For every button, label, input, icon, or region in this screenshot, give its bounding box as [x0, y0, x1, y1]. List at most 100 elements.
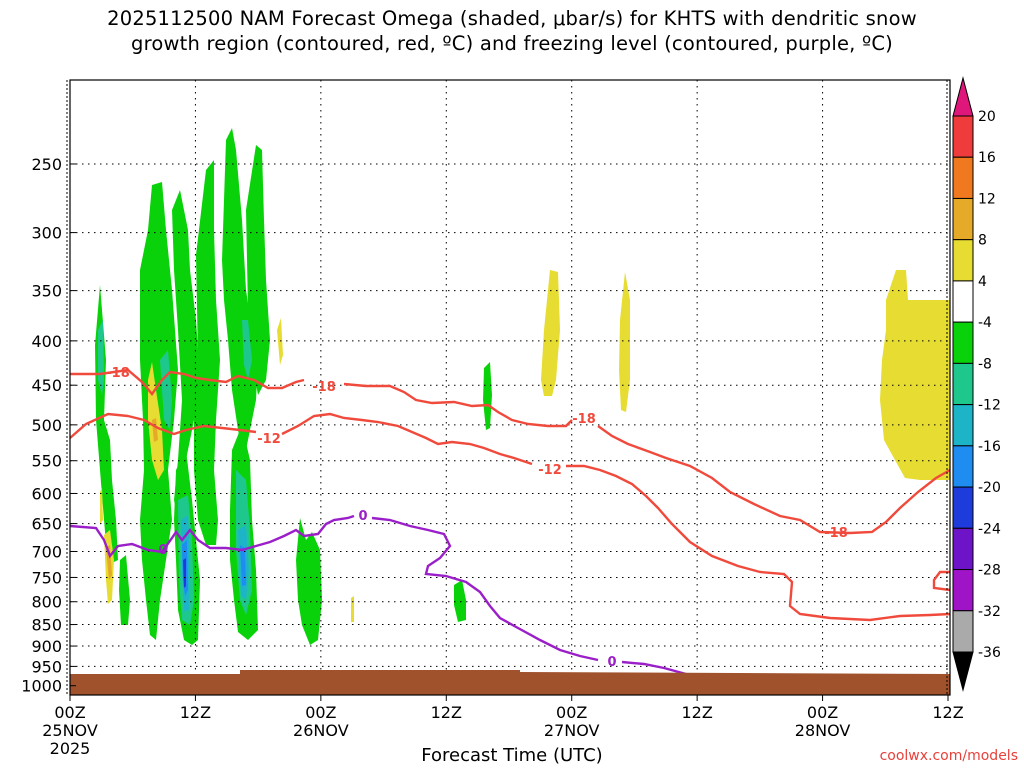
omega-area-green	[296, 518, 322, 645]
y-tick-label: 500	[31, 416, 62, 435]
colorbar-label: 20	[978, 109, 996, 125]
x-tick-date: 25NOV	[42, 721, 98, 740]
credit-link[interactable]: coolwx.com/models	[879, 748, 1018, 764]
contour-label: -18	[572, 412, 596, 427]
contour-labels: -18 -18 -18 -18 -12 -12 0 0 0	[106, 366, 848, 670]
x-tick-label: 12Z	[681, 703, 712, 722]
colorbar-label: -12	[978, 398, 1001, 414]
y-tick-label: 250	[31, 155, 62, 174]
colorbar-swatch	[952, 569, 974, 612]
x-tick-label: 12Z	[180, 703, 211, 722]
y-tick-label: 550	[31, 452, 62, 471]
omega-area-yellow	[541, 270, 560, 396]
colorbar-label: -8	[978, 356, 992, 372]
x-axis-title: Forecast Time (UTC)	[421, 745, 603, 766]
x-tick-label: 00Z	[305, 703, 336, 722]
x-tick-label: 00Z	[54, 703, 85, 722]
colorbar-label: -28	[978, 563, 1001, 579]
x-tick-date: 27NOV	[544, 721, 600, 740]
contour-label: -18	[106, 366, 130, 381]
omega-area-yellow	[880, 270, 950, 480]
chart-title-line-2: growth region (contoured, red, ºC) and f…	[131, 32, 893, 55]
y-tick-label: 850	[31, 616, 62, 635]
colorbar-swatch	[952, 115, 974, 158]
omega-area-blue	[240, 545, 246, 586]
colorbar-swatch	[952, 321, 974, 364]
y-axis: 250 300 350 400 450 500 550 600 650 700 750 800 850 9…	[21, 155, 76, 696]
x-tick-label: 00Z	[807, 703, 838, 722]
chart-title: 2025112500 NAM Forecast Omega (shaded, μ…	[0, 6, 1024, 56]
colorbar-swatch	[952, 610, 974, 653]
plot-frame	[69, 79, 951, 696]
colorbar-label: 8	[978, 233, 987, 249]
colorbar-swatch	[952, 156, 974, 199]
contour-label: 0	[358, 509, 367, 524]
colorbar-label: 12	[978, 191, 996, 207]
y-tick-label: 950	[31, 657, 62, 676]
omega-area-yellow	[619, 272, 630, 412]
colorbar-swatch	[952, 651, 974, 692]
colorbar-label: -36	[978, 645, 1001, 661]
colorbar-label: -4	[978, 315, 992, 331]
y-tick-label: 350	[31, 282, 62, 301]
contour-label: -12	[538, 463, 562, 478]
colorbar-swatch	[952, 280, 974, 323]
contour-minus18	[70, 368, 951, 535]
y-tick-label: 800	[31, 593, 62, 612]
y-tick-label: 300	[31, 224, 62, 243]
omega-area-orange	[152, 418, 158, 442]
x-tick-label: 00Z	[556, 703, 587, 722]
contour-label: -18	[824, 526, 848, 541]
x-tick-year: 2025	[50, 739, 91, 758]
omega-area-green	[454, 580, 466, 622]
omega-area-green	[119, 555, 130, 625]
x-tick-label: 12Z	[932, 703, 963, 722]
omega-area-green	[194, 160, 220, 545]
colorbar-label: -32	[978, 604, 1001, 620]
y-tick-label: 450	[31, 376, 62, 395]
contour-label: 0	[158, 543, 167, 558]
omega-area-teal	[98, 320, 104, 395]
x-tick-label: 12Z	[431, 703, 462, 722]
colorbar-swatch	[952, 362, 974, 406]
omega-shading	[95, 128, 950, 645]
colorbar-label: 16	[978, 150, 996, 166]
y-tick-label: 400	[31, 332, 62, 351]
colorbar-swatch	[952, 76, 974, 117]
colorbar-swatch	[952, 239, 974, 282]
contour-minus12	[69, 412, 951, 622]
colorbar-label: -16	[978, 439, 1001, 455]
y-tick-label: 750	[31, 568, 62, 587]
omega-area-darkblue	[183, 558, 186, 588]
omega-area-yellow	[100, 488, 103, 524]
contour-label: -18	[312, 380, 336, 395]
omega-area-green	[246, 145, 270, 395]
omega-area-green	[483, 362, 492, 430]
colorbar-label: 4	[978, 274, 987, 290]
y-tick-label: 700	[31, 542, 62, 561]
y-tick-label: 650	[31, 515, 62, 534]
colorbar-swatch	[952, 486, 974, 529]
contour-minus12-loop	[932, 570, 951, 592]
x-tick-date: 26NOV	[293, 721, 349, 740]
omega-area-teal	[160, 350, 172, 430]
omega-area-yellow	[277, 318, 283, 365]
colorbar-swatch	[952, 527, 974, 571]
colorbar-label: -24	[978, 521, 1001, 537]
omega-area-green	[222, 128, 258, 460]
y-tick-label: 600	[31, 484, 62, 503]
omega-area-yellow	[351, 596, 354, 622]
omega-area-teal	[242, 320, 252, 380]
y-tick-label: 1000	[21, 677, 62, 696]
colorbar-label: -20	[978, 480, 1001, 496]
colorbar-swatch	[952, 445, 974, 488]
contour-label: 0	[607, 655, 616, 670]
y-tick-label: 900	[31, 637, 62, 656]
omega-area-green	[172, 190, 200, 520]
colorbar-swatch	[952, 197, 974, 241]
chart-title-line-1: 2025112500 NAM Forecast Omega (shaded, μ…	[107, 7, 917, 30]
colorbar-swatch	[952, 404, 974, 447]
terrain	[70, 670, 950, 695]
